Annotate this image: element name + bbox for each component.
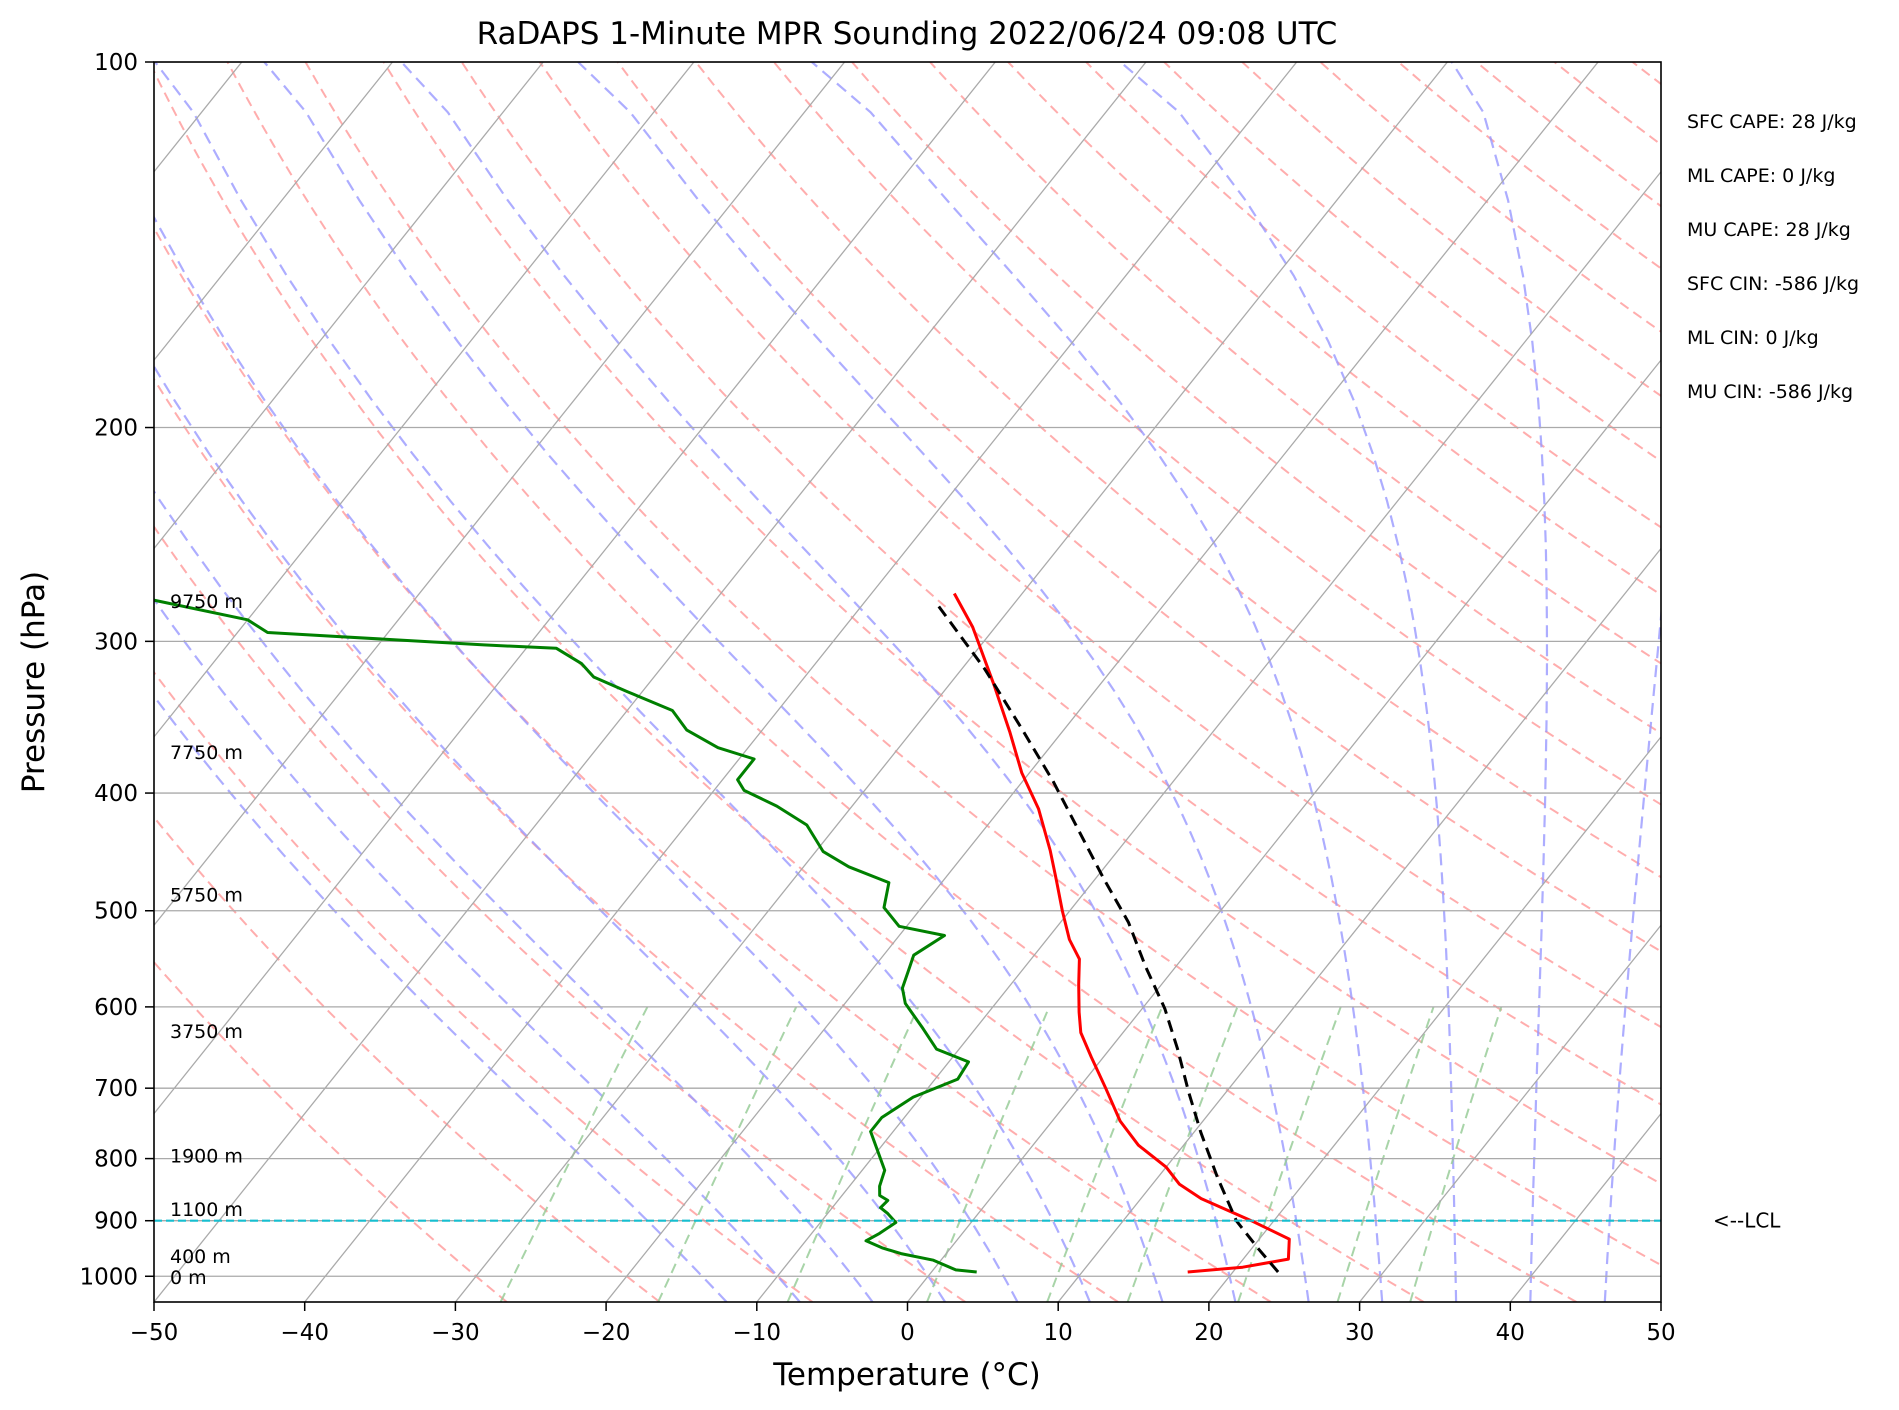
y-tick-label: 900 xyxy=(94,1209,138,1235)
y-tick-label: 700 xyxy=(94,1076,138,1102)
x-tick-label: 20 xyxy=(1194,1320,1223,1346)
y-tick-label: 600 xyxy=(94,995,138,1021)
x-tick-label: −30 xyxy=(431,1320,480,1346)
height-label: 1100 m xyxy=(170,1199,243,1221)
y-tick-label: 300 xyxy=(94,629,138,655)
stat-text: ML CAPE: 0 J/kg xyxy=(1687,165,1835,187)
y-tick-label: 500 xyxy=(94,899,138,925)
lcl-label: <--LCL xyxy=(1713,1209,1781,1233)
height-label: 5750 m xyxy=(170,885,243,907)
y-tick-label: 100 xyxy=(94,50,138,76)
x-tick-label: −20 xyxy=(582,1320,631,1346)
y-axis-label: Pressure (hPa) xyxy=(16,571,52,793)
x-tick-label: −40 xyxy=(280,1320,329,1346)
stat-text: MU CAPE: 28 J/kg xyxy=(1687,219,1851,241)
stat-text: SFC CAPE: 28 J/kg xyxy=(1687,111,1857,133)
x-tick-label: −50 xyxy=(130,1320,179,1346)
stat-text: SFC CIN: -586 J/kg xyxy=(1687,273,1859,295)
y-tick-label: 200 xyxy=(94,416,138,442)
y-tick-label: 400 xyxy=(94,781,138,807)
height-label: 0 m xyxy=(170,1267,207,1289)
height-label: 9750 m xyxy=(170,591,243,613)
stat-text: ML CIN: 0 J/kg xyxy=(1687,327,1819,349)
x-tick-label: −10 xyxy=(733,1320,782,1346)
height-label: 1900 m xyxy=(170,1145,243,1167)
height-label: 3750 m xyxy=(170,1021,243,1043)
x-tick-label: 40 xyxy=(1496,1320,1525,1346)
x-tick-label: 50 xyxy=(1646,1320,1675,1346)
x-axis-label: Temperature (°C) xyxy=(772,1357,1041,1393)
x-tick-label: 0 xyxy=(900,1320,915,1346)
height-label: 400 m xyxy=(170,1246,231,1268)
y-tick-label: 1000 xyxy=(79,1264,138,1290)
stat-text: MU CIN: -586 J/kg xyxy=(1687,381,1853,403)
chart-title: RaDAPS 1-Minute MPR Sounding 2022/06/24 … xyxy=(477,16,1338,52)
y-tick-label: 800 xyxy=(94,1147,138,1173)
height-label: 7750 m xyxy=(170,742,243,764)
x-tick-label: 30 xyxy=(1345,1320,1374,1346)
x-tick-label: 10 xyxy=(1044,1320,1073,1346)
